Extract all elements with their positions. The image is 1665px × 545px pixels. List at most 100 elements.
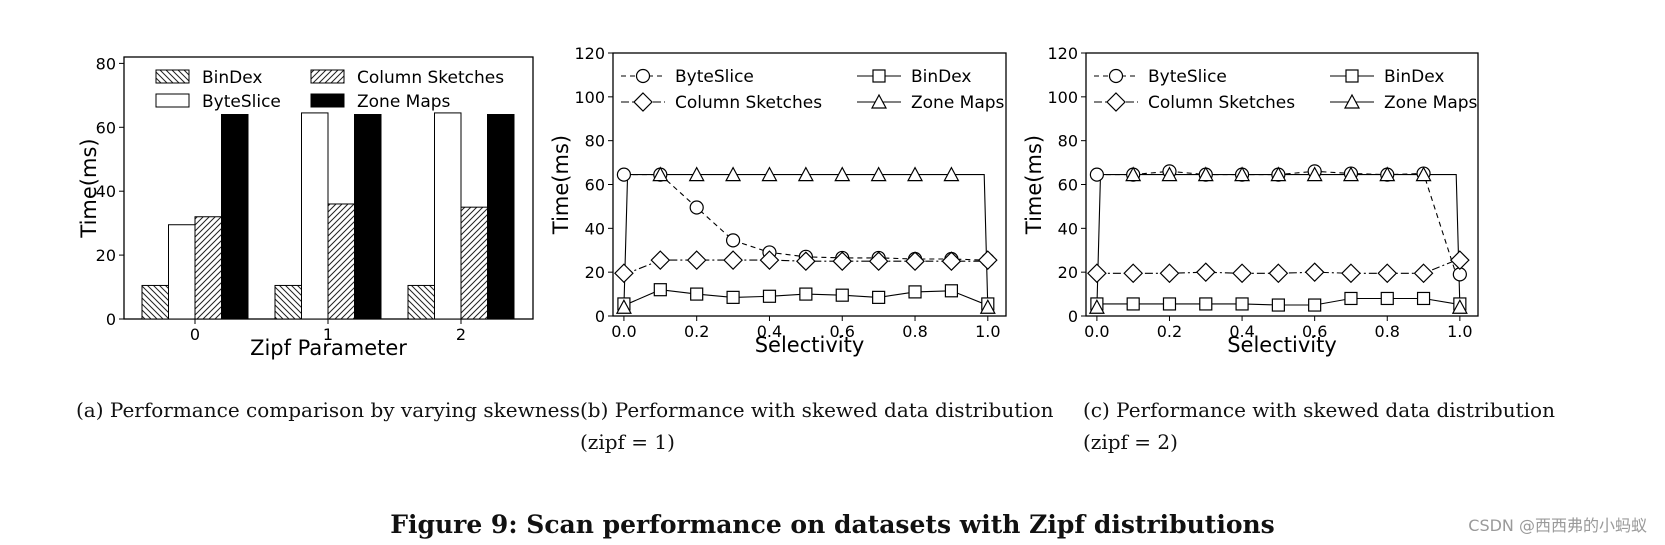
y-tick-label: 20 <box>1058 263 1078 282</box>
point-column-sketches <box>1232 263 1252 284</box>
y-axis-label: Time(ms) <box>549 135 573 235</box>
bar-zone-maps <box>354 114 382 320</box>
point-bindex <box>944 284 959 298</box>
legend-marker-zone-maps <box>1343 93 1361 109</box>
legend-swatch-bindex <box>155 69 190 84</box>
point-zone-maps <box>834 166 851 182</box>
y-tick-label: 0 <box>106 310 116 329</box>
point-zone-maps <box>870 166 887 182</box>
y-tick-label: 100 <box>574 88 605 107</box>
point-zone-maps <box>907 166 924 182</box>
point-column-sketches <box>1268 263 1289 284</box>
legend-swatch-column-sketches <box>310 69 345 84</box>
legend-label-bindex: BinDex <box>202 68 262 88</box>
legend-swatch-byteslice <box>155 93 190 108</box>
point-zone-maps <box>1306 166 1323 182</box>
bar-column-sketches <box>194 216 222 320</box>
x-tick-label: 0.8 <box>902 322 927 341</box>
point-byteslice <box>689 200 704 215</box>
point-zone-maps <box>652 166 669 182</box>
bar-bindex <box>407 284 435 320</box>
y-tick-label: 0 <box>595 307 605 326</box>
point-zone-maps <box>1415 166 1432 182</box>
point-column-sketches <box>650 250 671 270</box>
x-tick-label: 0.0 <box>1084 322 1109 341</box>
legend-label-column-sketches: Column Sketches <box>675 93 822 113</box>
point-zone-maps <box>1234 166 1251 182</box>
point-column-sketches <box>1159 263 1180 284</box>
series-line-byteslice <box>1096 170 1460 275</box>
point-zone-maps <box>979 298 996 314</box>
point-column-sketches <box>1304 262 1325 283</box>
y-tick-label: 60 <box>585 176 605 195</box>
point-bindex <box>653 283 667 297</box>
point-column-sketches <box>868 251 889 272</box>
point-column-sketches <box>723 250 743 270</box>
x-tick-label: 0.6 <box>1302 322 1327 341</box>
bar-bindex <box>141 284 169 320</box>
point-zone-maps <box>943 166 960 182</box>
point-bindex <box>1416 291 1431 306</box>
point-zone-maps <box>1161 166 1178 182</box>
point-bindex <box>799 287 813 301</box>
caption-a: (a) Performance comparison by varying sk… <box>76 398 581 422</box>
bar-zone-maps <box>221 114 249 320</box>
legend-marker-zone-maps <box>870 93 888 109</box>
figure-title: Figure 9: Scan performance on datasets w… <box>390 510 1275 539</box>
x-tick-label: 0.0 <box>611 322 636 341</box>
point-column-sketches <box>1450 250 1470 270</box>
point-column-sketches <box>1377 263 1398 284</box>
x-tick-label: 1.0 <box>975 322 1000 341</box>
y-tick-label: 20 <box>96 246 116 265</box>
point-byteslice <box>1089 167 1104 182</box>
watermark: CSDN @西西弗的小蚂蚁 <box>1468 516 1647 535</box>
series-line-byteslice <box>623 174 988 261</box>
point-bindex <box>690 287 704 301</box>
bar-column-sketches <box>327 203 355 320</box>
series-line-zone-maps <box>1096 174 1461 308</box>
y-axis-label: Time(ms) <box>77 138 101 238</box>
point-column-sketches <box>1413 263 1434 284</box>
x-tick-label: 0 <box>190 325 200 344</box>
x-tick-label: 1 <box>323 325 333 344</box>
bar-column-sketches <box>460 206 488 320</box>
point-bindex <box>1199 297 1213 311</box>
point-column-sketches <box>905 251 925 272</box>
bar-byteslice <box>301 112 329 320</box>
bar-chart-skewness: Zipf Parameter Time(ms) 0 20 40 60 80 0 1 2 BinDex… <box>77 54 534 360</box>
point-column-sketches <box>759 250 780 270</box>
x-tick-label: 0.4 <box>1229 322 1254 341</box>
x-tick-label: 0.4 <box>757 322 782 341</box>
x-axis-label: Selectivity <box>755 333 865 357</box>
caption-b-line1: (b) Performance with skewed data distrib… <box>580 398 1054 422</box>
point-bindex <box>1162 297 1177 311</box>
point-column-sketches <box>796 251 816 272</box>
y-tick-label: 80 <box>96 54 116 73</box>
point-bindex <box>726 290 740 304</box>
point-zone-maps <box>688 166 705 182</box>
point-column-sketches <box>614 263 634 284</box>
legend-swatch-zone-maps <box>310 93 345 108</box>
point-byteslice <box>725 233 741 248</box>
legend-marker-byteslice <box>635 68 651 84</box>
y-axis-label: Time(ms) <box>1022 135 1046 235</box>
point-zone-maps <box>797 166 814 182</box>
legend-label-bindex: BinDex <box>911 67 971 87</box>
legend-marker-column-sketches <box>633 92 653 112</box>
legend-label-column-sketches: Column Sketches <box>1148 93 1295 113</box>
point-zone-maps <box>1451 298 1468 314</box>
y-tick-label: 80 <box>585 132 605 151</box>
bar-zone-maps <box>487 114 515 320</box>
point-bindex <box>1380 291 1394 306</box>
point-zone-maps <box>1088 298 1105 314</box>
legend-marker-bindex <box>1345 69 1359 83</box>
point-bindex <box>762 289 777 303</box>
y-tick-label: 120 <box>1047 44 1078 63</box>
point-bindex <box>1344 291 1358 306</box>
legend-label-zone-maps: Zone Maps <box>357 92 451 112</box>
point-zone-maps <box>1125 166 1142 182</box>
legend-label-bindex: BinDex <box>1384 67 1444 87</box>
y-tick-label: 20 <box>585 263 605 282</box>
x-axis-label: Zipf Parameter <box>250 336 407 360</box>
point-column-sketches <box>1087 263 1107 284</box>
